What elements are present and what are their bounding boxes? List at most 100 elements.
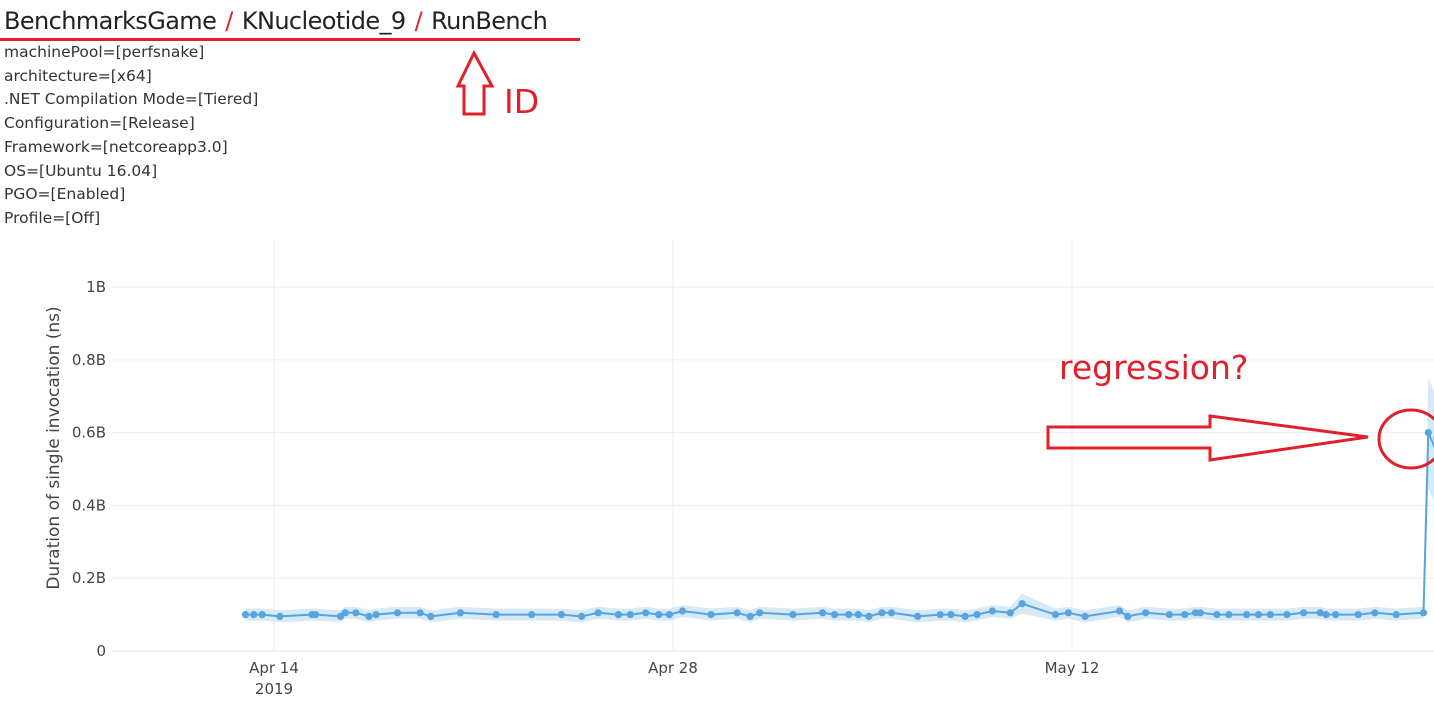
series-points: [241, 429, 1432, 621]
param-compilation-mode: .NET Compilation Mode=[Tiered]: [4, 90, 259, 109]
y-tick-label: 0.4B: [72, 496, 106, 514]
data-point[interactable]: [878, 609, 886, 617]
data-point[interactable]: [1181, 611, 1189, 619]
data-point[interactable]: [1165, 611, 1173, 619]
data-point[interactable]: [947, 611, 955, 619]
breadcrumb-benchmark-method[interactable]: RunBench: [431, 7, 548, 35]
y-axis-ticks: 0 0.2B 0.4B 0.6B 0.8B 1B: [72, 278, 106, 660]
data-point[interactable]: [341, 609, 349, 617]
data-point[interactable]: [427, 612, 435, 621]
y-tick-label: 0.2B: [72, 569, 106, 587]
data-point[interactable]: [1064, 609, 1072, 617]
data-point[interactable]: [614, 611, 623, 619]
breadcrumb-benchmark-suite[interactable]: BenchmarksGame: [4, 7, 217, 35]
data-point[interactable]: [887, 609, 896, 617]
data-point[interactable]: [528, 611, 536, 619]
data-point[interactable]: [1316, 609, 1324, 617]
data-point[interactable]: [1006, 609, 1014, 617]
data-point[interactable]: [678, 607, 687, 615]
data-point[interactable]: [642, 609, 650, 617]
data-point[interactable]: [1392, 611, 1400, 619]
y-tick-label: 0.6B: [72, 424, 106, 442]
data-point[interactable]: [1419, 609, 1428, 617]
data-point[interactable]: [733, 609, 741, 617]
param-pgo: PGO=[Enabled]: [4, 185, 126, 204]
y-tick-label: 0.8B: [72, 351, 106, 369]
data-point[interactable]: [492, 611, 500, 619]
data-point[interactable]: [854, 611, 862, 619]
data-point[interactable]: [312, 611, 320, 619]
data-point[interactable]: [665, 611, 674, 619]
data-point[interactable]: [914, 612, 922, 621]
data-point[interactable]: [1213, 611, 1221, 619]
data-point[interactable]: [1051, 611, 1059, 619]
data-point[interactable]: [756, 609, 764, 617]
data-point[interactable]: [1283, 611, 1291, 619]
data-point[interactable]: [352, 609, 360, 617]
data-point[interactable]: [1142, 609, 1150, 617]
data-point[interactable]: [372, 611, 380, 619]
data-point[interactable]: [845, 611, 853, 619]
series-line: [245, 431, 1434, 618]
confidence-band: [245, 377, 1434, 623]
breadcrumb-benchmark-class[interactable]: KNucleotide_9: [241, 7, 406, 35]
x-tick-label: Apr 14: [249, 659, 299, 677]
data-point[interactable]: [626, 611, 634, 619]
regression-arrow-annotation: [1046, 414, 1369, 462]
data-point[interactable]: [961, 612, 969, 621]
data-point[interactable]: [1225, 611, 1233, 619]
data-point[interactable]: [830, 611, 839, 619]
param-configuration: Configuration=[Release]: [4, 114, 195, 133]
data-point[interactable]: [258, 611, 266, 619]
data-point[interactable]: [1115, 607, 1124, 615]
x-tick-label: May 12: [1045, 659, 1100, 677]
data-point[interactable]: [241, 611, 250, 619]
data-point[interactable]: [1300, 609, 1308, 617]
data-point[interactable]: [456, 609, 464, 617]
data-point[interactable]: [1124, 612, 1132, 621]
param-profile: Profile=[Off]: [4, 208, 101, 227]
id-arrow-annotation: [455, 49, 495, 116]
data-point[interactable]: [789, 611, 797, 619]
data-point[interactable]: [1018, 600, 1026, 608]
y-tick-label: 0: [96, 642, 106, 660]
y-axis-label: Duration of single invocation (ns): [44, 306, 64, 589]
data-point[interactable]: [557, 611, 566, 619]
data-point[interactable]: [276, 612, 284, 621]
data-point[interactable]: [1371, 609, 1379, 617]
data-point[interactable]: [1243, 611, 1251, 619]
data-point[interactable]: [416, 609, 424, 617]
id-label: ID: [504, 82, 539, 121]
data-point[interactable]: [1266, 611, 1274, 619]
param-architecture: architecture=[x64]: [4, 66, 152, 85]
data-point[interactable]: [988, 607, 997, 615]
data-point[interactable]: [1081, 612, 1089, 621]
param-framework: Framework=[netcoreapp3.0]: [4, 137, 228, 156]
data-point[interactable]: [594, 609, 602, 617]
data-point[interactable]: [973, 611, 981, 619]
data-point[interactable]: [746, 612, 754, 621]
param-os: OS=[Ubuntu 16.04]: [4, 161, 158, 180]
data-point[interactable]: [250, 611, 258, 619]
title-underline-annotation: [0, 38, 580, 41]
x-tick-label: Apr 28: [648, 659, 698, 677]
data-point[interactable]: [393, 609, 402, 617]
data-point[interactable]: [365, 612, 373, 621]
data-point[interactable]: [1196, 609, 1204, 617]
y-tick-label: 1B: [86, 278, 106, 296]
data-point[interactable]: [865, 612, 873, 621]
data-point[interactable]: [1332, 611, 1340, 619]
breadcrumb-separator: /: [225, 7, 233, 35]
data-point[interactable]: [707, 611, 715, 619]
data-point[interactable]: [1354, 611, 1362, 619]
data-point[interactable]: [819, 609, 827, 617]
data-point[interactable]: [578, 612, 586, 621]
data-point[interactable]: [1424, 429, 1432, 437]
breadcrumb: BenchmarksGame / KNucleotide_9 / RunBenc…: [4, 6, 548, 36]
data-point[interactable]: [1254, 611, 1262, 619]
data-point[interactable]: [655, 611, 663, 619]
series-band: [245, 377, 1434, 623]
data-point[interactable]: [936, 611, 944, 619]
data-point[interactable]: [1322, 611, 1330, 619]
